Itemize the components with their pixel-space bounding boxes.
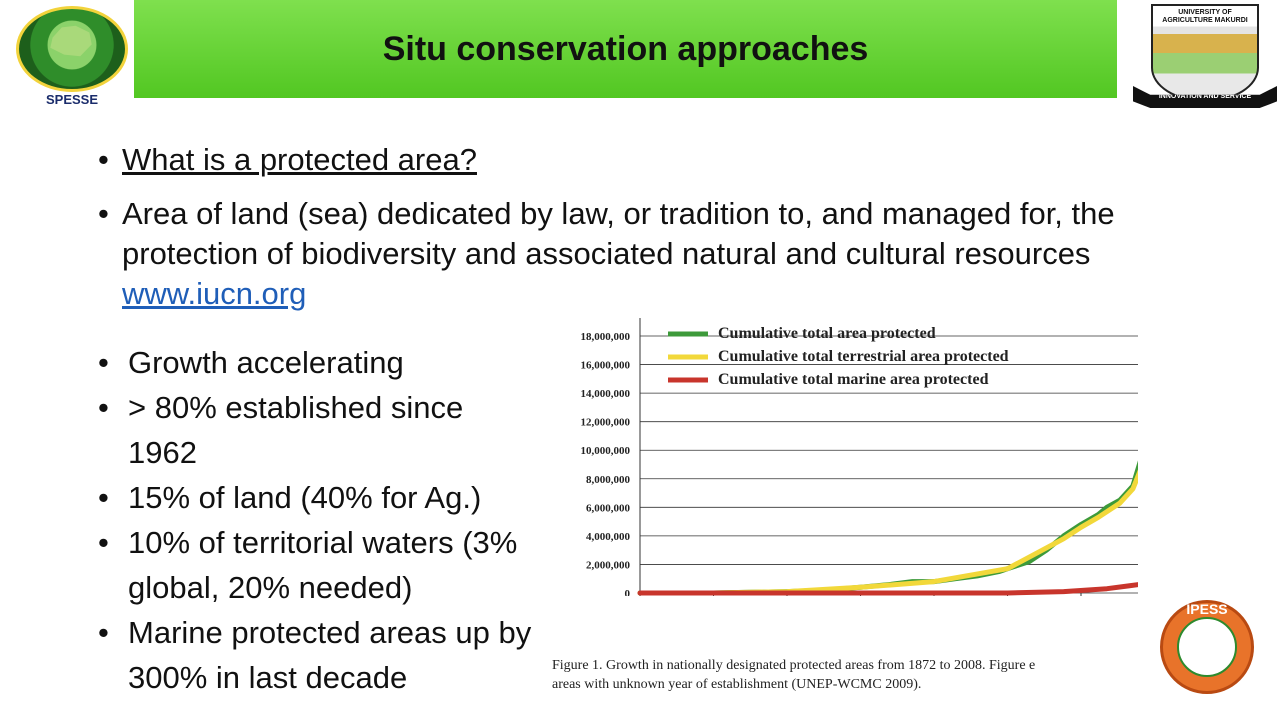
ipess-logo-emblem: [1177, 617, 1237, 677]
y-tick-label: 16,000,000: [581, 360, 631, 372]
legend-label: Cumulative total marine area protected: [718, 371, 989, 388]
y-tick-label: 14,000,000: [581, 388, 631, 400]
spesse-logo-wordmark: SPESSE: [45, 92, 99, 107]
ipess-logo: IPESS: [1160, 600, 1254, 694]
bullet-item: 10% of territorial waters (3% global, 20…: [98, 520, 540, 610]
y-tick-label: 12,000,000: [581, 417, 631, 429]
protected-area-chart: 0 2,000,000 4,000,000 6,000,000 8,000,000 10,…: [548, 316, 1231, 635]
y-tick-label: 2,000,000: [586, 559, 631, 571]
bullet-question: What is a protected area?: [98, 140, 1240, 180]
spesse-logo-emblem: [16, 6, 128, 92]
top-bullet-list: What is a protected area? Area of land (…: [98, 140, 1240, 328]
spesse-logo: SPESSE: [12, 6, 132, 110]
y-tick-label: 6,000,000: [586, 502, 631, 514]
bullet-item: 15% of land (40% for Ag.): [98, 475, 540, 520]
definition-text: Area of land (sea) dedicated by law, or …: [122, 196, 1115, 271]
bullet-definition: Area of land (sea) dedicated by law, or …: [98, 194, 1240, 314]
title-bar: Situ conservation approaches: [134, 0, 1117, 98]
y-tick-label: 0: [625, 588, 631, 596]
y-tick-label: 4,000,000: [586, 531, 631, 543]
chart-svg: 0 2,000,000 4,000,000 6,000,000 8,000,000 10,…: [581, 318, 1231, 635]
bullet-item: > 80% established since 1962: [98, 385, 540, 475]
left-bullet-list: Growth accelerating > 80% established si…: [98, 340, 540, 700]
bullet-item: Marine protected areas up by 300% in las…: [98, 610, 540, 700]
caption-line-1: Figure 1. Growth in nationally designate…: [552, 658, 1036, 673]
bullet-item: Growth accelerating: [98, 340, 540, 385]
y-tick-label: 18,000,000: [581, 331, 631, 343]
question-text: What is a protected area?: [122, 142, 477, 177]
iucn-link[interactable]: www.iucn.org: [122, 276, 307, 311]
crest-name: UNIVERSITY OF AGRICULTURE MAKURDI: [1162, 9, 1248, 24]
university-crest-logo: UNIVERSITY OF AGRICULTURE MAKURDI INNOVA…: [1131, 2, 1279, 114]
series-line: [637, 387, 1231, 596]
ipess-logo-label: IPESS: [1186, 601, 1228, 617]
slide-title: Situ conservation approaches: [382, 29, 869, 68]
crest-shield: UNIVERSITY OF AGRICULTURE MAKURDI: [1151, 4, 1259, 102]
legend-label: Cumulative total terrestrial area protec…: [718, 348, 1009, 365]
y-tick-label: 8,000,000: [586, 474, 631, 486]
y-tick-label: 10,000,000: [581, 445, 631, 457]
legend-label: Cumulative total area protected: [718, 325, 936, 342]
figure-caption: Figure 1. Growth in nationally designate…: [552, 656, 1138, 696]
caption-line-2: areas with unknown year of establishment…: [552, 677, 922, 692]
